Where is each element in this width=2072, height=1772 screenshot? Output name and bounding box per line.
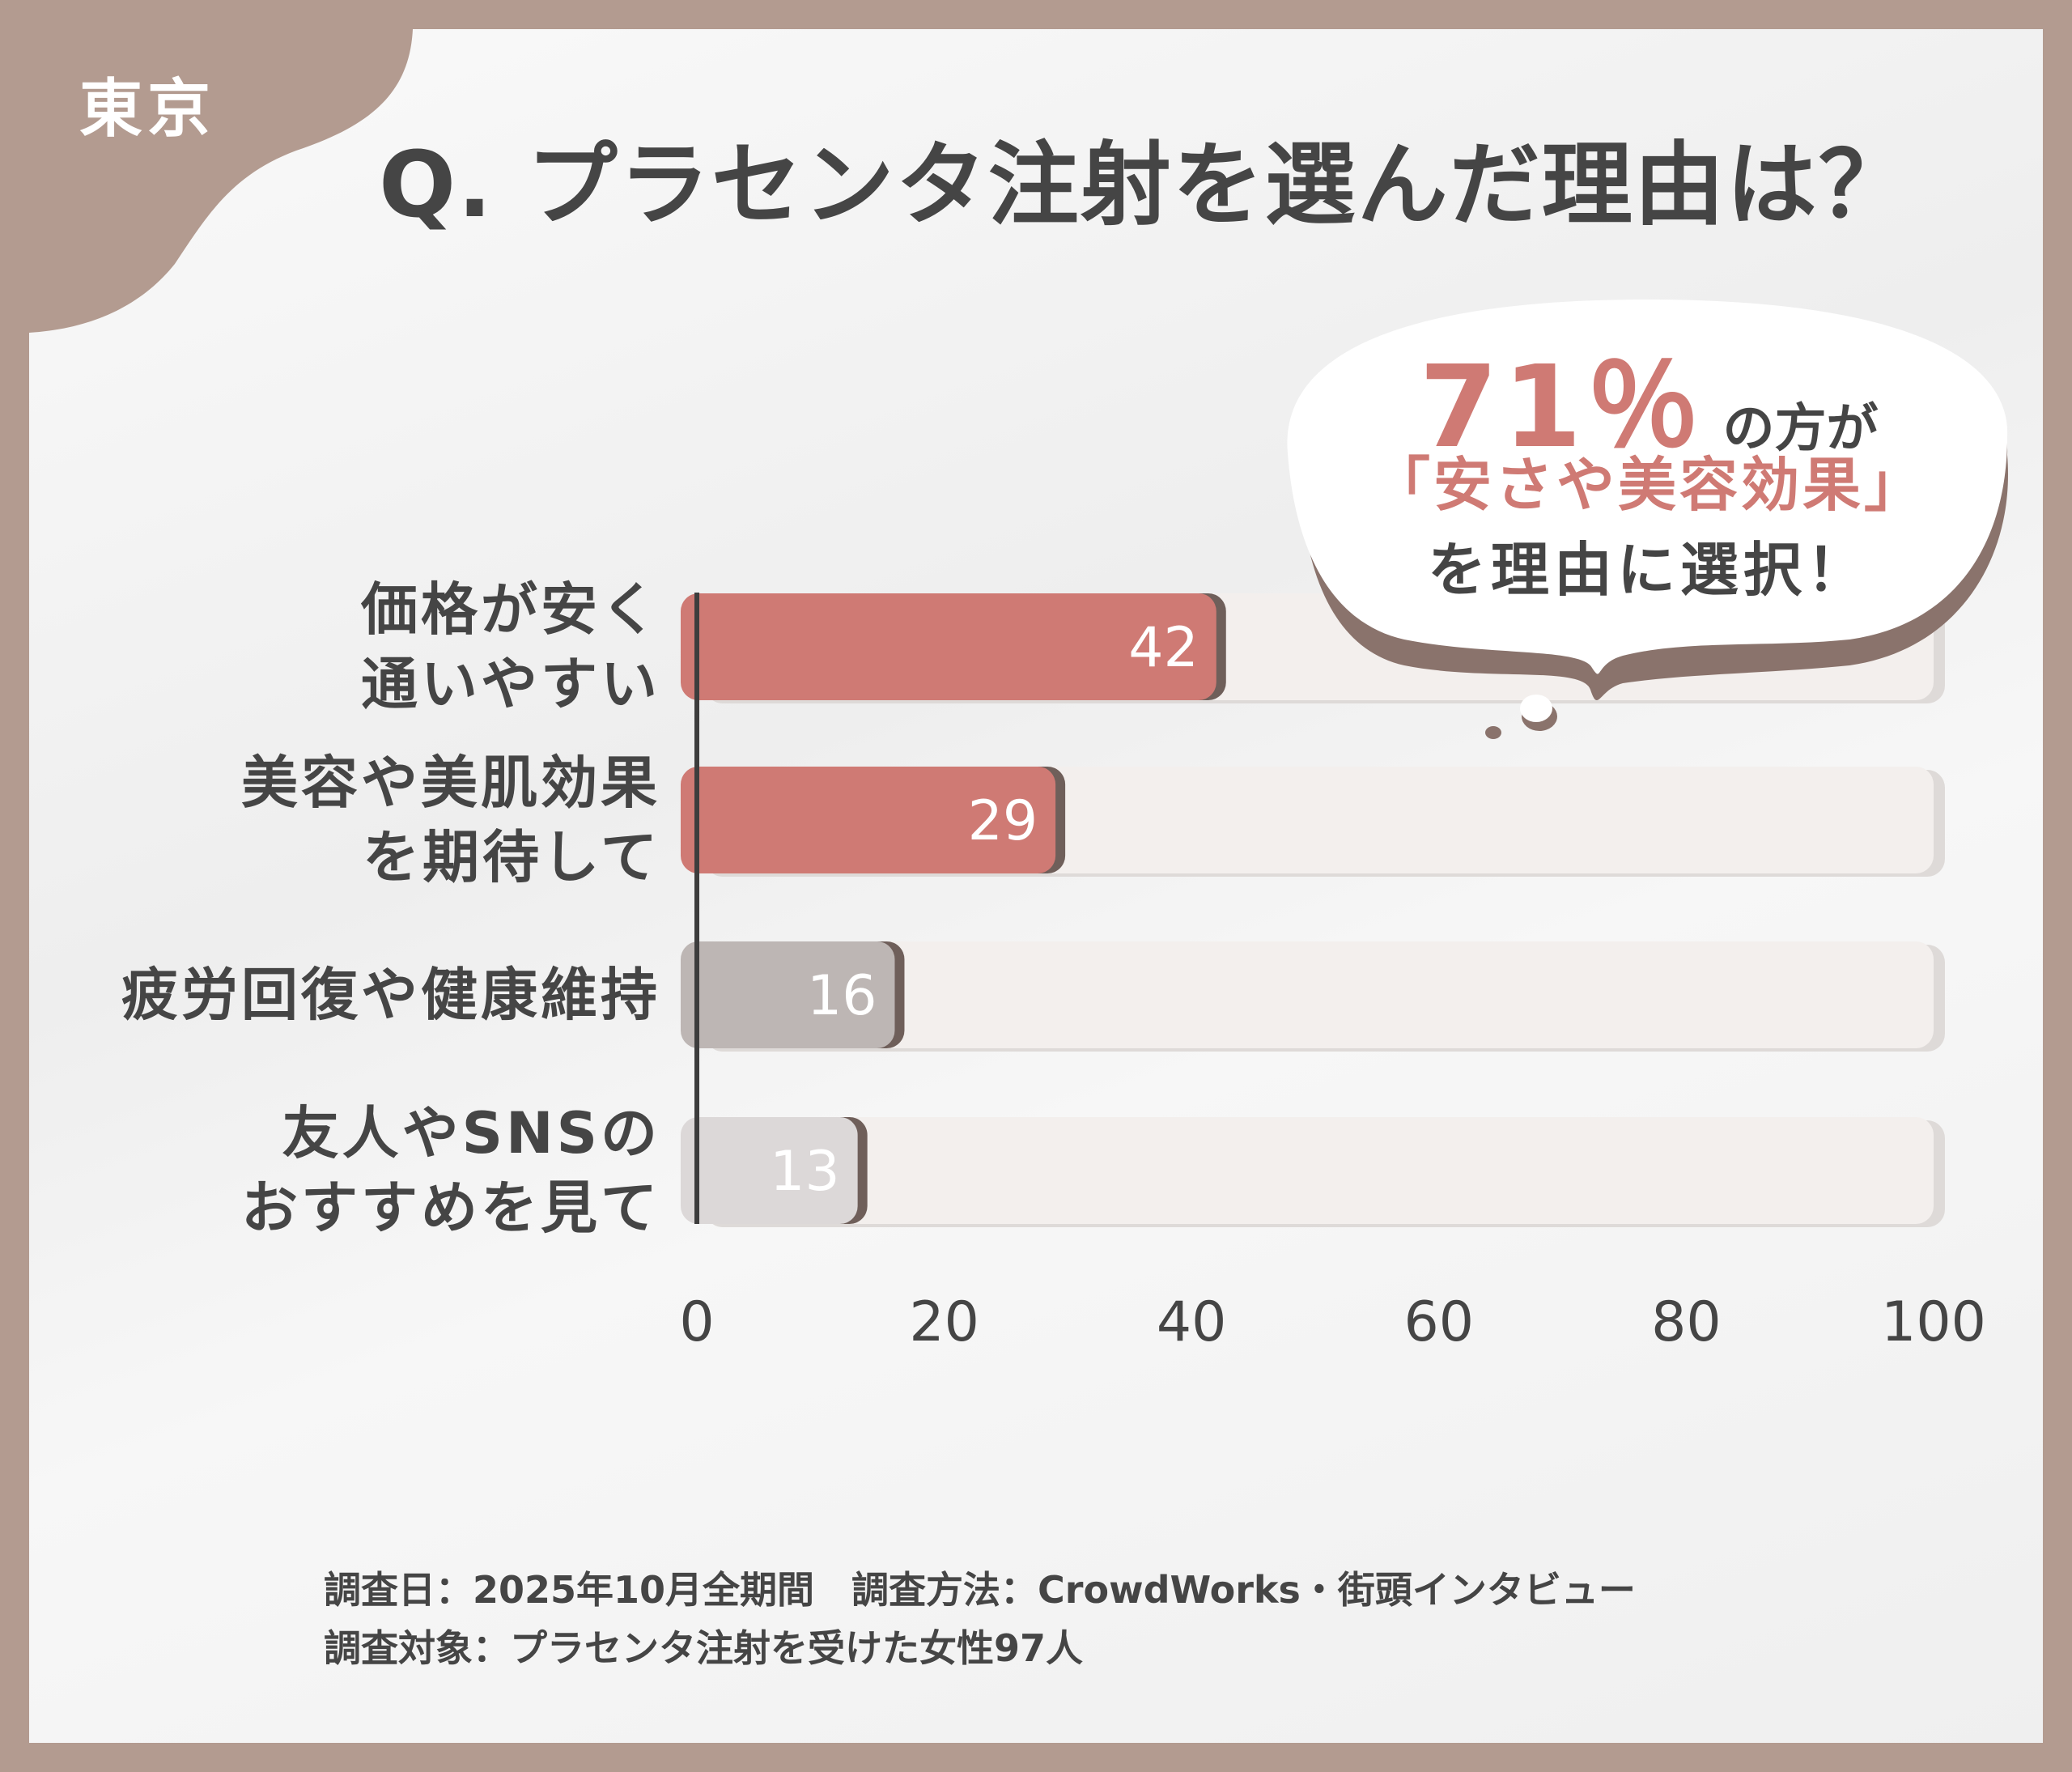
callout-line2: 「安さや美容効果」 xyxy=(1371,451,1926,519)
category-label: 疲労回復や健康維持 xyxy=(121,958,660,1032)
bar xyxy=(681,767,1056,873)
bar-track xyxy=(697,941,1934,1048)
category-label: 友人やSNSのおすすめを見て xyxy=(241,1096,660,1245)
corner-decoration xyxy=(29,29,413,333)
category-label-line: を期待して xyxy=(363,824,660,890)
x-tick-label: 20 xyxy=(909,1290,979,1354)
callout-line3: を理由に選択！ xyxy=(1427,536,1870,604)
category-label-line: 疲労回復や健康維持 xyxy=(121,962,660,1028)
x-tick-label: 60 xyxy=(1404,1290,1475,1354)
bar xyxy=(681,941,895,1048)
page-title: Q. プラセンタ注射を選んだ理由は？ xyxy=(379,133,1911,238)
callout-suffix: の方が xyxy=(1722,399,1879,459)
category-label-line: おすすめを見て xyxy=(241,1175,660,1241)
callout-percent: 71％ xyxy=(1419,342,1705,474)
callout-line1: 71％ の方が xyxy=(1289,316,2009,479)
bar-value-label: 29 xyxy=(968,789,1038,853)
category-label: 価格が安く通いやすい xyxy=(361,572,660,721)
bar-value-label: 13 xyxy=(770,1140,840,1204)
bar-value-label: 42 xyxy=(1128,616,1199,680)
footer-survey-target: 調査対象：プラセンタ注射を受けた女性97人 xyxy=(324,1626,1084,1670)
x-tick-label: 100 xyxy=(1881,1290,1986,1354)
category-label: 美容や美肌効果を期待して xyxy=(241,746,660,894)
bar xyxy=(681,593,1216,700)
bar-value-label: 16 xyxy=(807,964,877,1028)
region-badge: 東京 xyxy=(79,73,216,146)
speech-bubble xyxy=(1287,300,2008,739)
category-label-line: 美容や美肌効果 xyxy=(241,750,660,816)
x-tick-label: 0 xyxy=(679,1290,714,1354)
bar xyxy=(681,1117,858,1224)
x-tick-label: 80 xyxy=(1651,1290,1722,1354)
category-label-line: 通いやすい xyxy=(361,651,660,717)
x-tick-label: 40 xyxy=(1157,1290,1227,1354)
category-label-line: 価格が安く xyxy=(361,576,660,643)
footer-survey-info: 調査日：2025年10月全期間 調査方法：CrowdWorks・街頭インタビュー xyxy=(324,1568,1636,1612)
category-label-line: 友人やSNSの xyxy=(282,1100,660,1166)
bar-track xyxy=(697,1117,1934,1224)
